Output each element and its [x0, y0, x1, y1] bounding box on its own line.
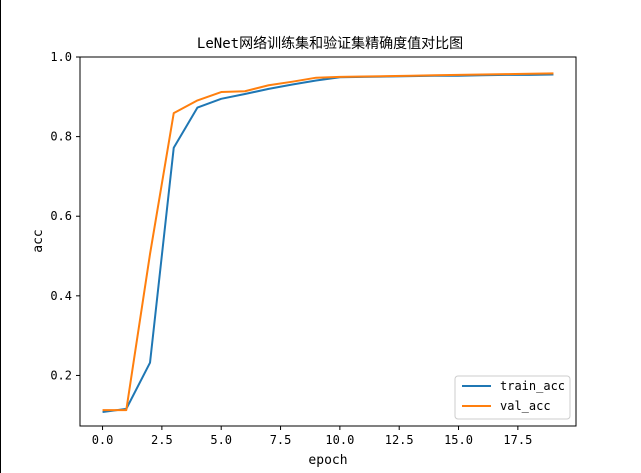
y-tick-label: 1.0	[50, 50, 72, 64]
x-tick-label: 2.5	[151, 433, 173, 447]
x-tick-label: 10.0	[325, 433, 354, 447]
legend-label-val-acc: val_acc	[500, 399, 551, 413]
plot-area	[79, 56, 577, 427]
y-tick-label: 0.2	[50, 368, 72, 382]
x-tick-label: 12.5	[385, 433, 414, 447]
x-tick-label: 0.0	[92, 433, 114, 447]
y-tick-label: 0.8	[50, 130, 72, 144]
x-tick-label: 17.5	[503, 433, 532, 447]
y-axis-label: acc	[31, 229, 46, 252]
series-line-val-acc	[102, 72, 554, 412]
x-tick-label: 7.5	[270, 433, 292, 447]
x-axis-label: epoch	[308, 453, 347, 468]
x-tick-label: 15.0	[444, 433, 473, 447]
legend-label-train-acc: train_acc	[500, 379, 565, 393]
series-lines	[102, 72, 554, 414]
y-axis-ticks: 0.2 0.4 0.6 0.8 1.0	[50, 50, 80, 382]
x-axis-ticks: 0.0 2.5 5.0 7.5 10.0 12.5 15.0 17.5	[92, 426, 532, 447]
chart-title: LeNet网络训练集和验证集精确度值对比图	[197, 35, 463, 52]
y-tick-label: 0.4	[50, 289, 72, 303]
x-tick-label: 5.0	[210, 433, 232, 447]
legend: train_acc val_acc	[454, 375, 571, 420]
y-tick-label: 0.6	[50, 209, 72, 223]
